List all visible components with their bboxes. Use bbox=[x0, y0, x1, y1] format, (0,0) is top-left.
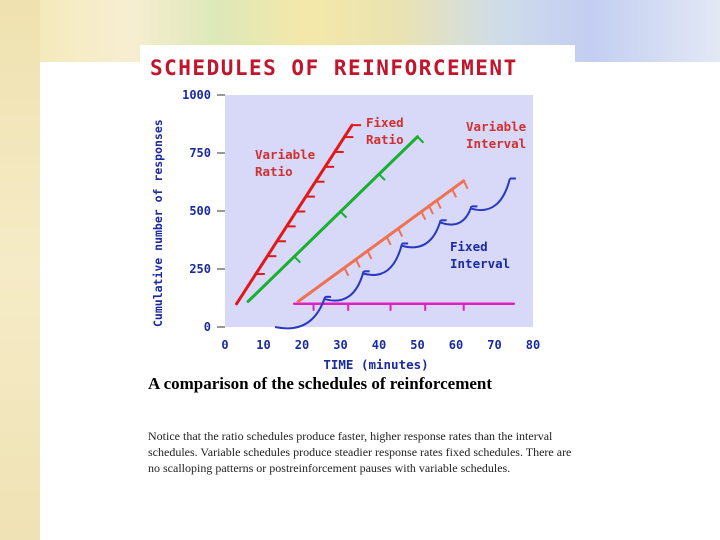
x-tick-label: 60 bbox=[449, 338, 463, 352]
variable-interval-tick bbox=[428, 205, 434, 215]
fixed-ratio-tick bbox=[339, 210, 348, 219]
reinforcement-chart: SCHEDULES OF REINFORCEMENT Cumulative nu… bbox=[150, 56, 540, 372]
notice-paragraph: Notice that the ratio schedules produce … bbox=[148, 429, 572, 475]
variable-interval-tick bbox=[366, 250, 373, 260]
fixed-interval-scallop bbox=[324, 271, 365, 302]
y-tick-label: 0 bbox=[204, 320, 211, 334]
variable-ratio-label: Ratio bbox=[255, 164, 293, 179]
fixed-ratio-label: Ratio bbox=[366, 132, 404, 147]
x-axis-label: TIME (minutes) bbox=[323, 357, 428, 372]
figure-caption: A comparison of the schedules of reinfor… bbox=[148, 374, 493, 393]
x-tick-label: 10 bbox=[256, 338, 270, 352]
y-tick-label: 250 bbox=[189, 262, 211, 276]
fixed-interval-scallop bbox=[274, 296, 327, 330]
chart-card: SCHEDULES OF REINFORCEMENT Cumulative nu… bbox=[140, 45, 575, 375]
y-tick-label: 1000 bbox=[182, 88, 211, 102]
x-tick-label: 20 bbox=[295, 338, 309, 352]
decorative-side-strip bbox=[0, 0, 40, 540]
axis-ticks: 0 250 500 750 1000 0 10 20 30 40 50 60 70 80 bbox=[182, 88, 540, 352]
variable-interval-tick bbox=[420, 211, 427, 221]
fixed-interval-label: Fixed bbox=[450, 239, 488, 254]
variable-interval-label: Variable bbox=[466, 119, 527, 134]
x-tick-label: 80 bbox=[526, 338, 540, 352]
y-tick-label: 750 bbox=[189, 146, 211, 160]
x-tick-label: 40 bbox=[372, 338, 386, 352]
fixed-interval-scallop bbox=[440, 206, 473, 226]
variable-interval-tick bbox=[343, 267, 350, 277]
x-tick-label: 30 bbox=[333, 338, 347, 352]
x-tick-label: 70 bbox=[487, 338, 501, 352]
series-labels: Variable Ratio Fixed Ratio Variable Interval F… bbox=[255, 115, 527, 271]
fixed-interval-scallop bbox=[363, 243, 404, 276]
fixed-ratio-tick bbox=[378, 173, 386, 181]
variable-interval-tick bbox=[435, 200, 442, 209]
variable-ratio-label: Variable bbox=[255, 147, 316, 162]
fixed-ratio-label: Fixed bbox=[366, 115, 404, 130]
variable-interval-tick bbox=[451, 188, 458, 198]
fixed-ratio-tick bbox=[416, 136, 425, 144]
y-axis-label: Cumulative number of responses bbox=[151, 119, 165, 327]
variable-interval-label: Interval bbox=[466, 136, 526, 151]
x-tick-label: 0 bbox=[221, 338, 228, 352]
chart-title: SCHEDULES OF REINFORCEMENT bbox=[150, 56, 518, 80]
series-group bbox=[235, 123, 516, 330]
fixed-ratio-tick bbox=[293, 255, 302, 264]
fixed-interval-scallop bbox=[401, 220, 442, 249]
variable-interval-tick bbox=[397, 228, 404, 237]
x-tick-label: 50 bbox=[410, 338, 424, 352]
variable-interval-tick bbox=[355, 258, 361, 268]
variable-interval-tick bbox=[462, 180, 469, 190]
y-tick-label: 500 bbox=[189, 204, 211, 218]
fixed-interval-scallop bbox=[471, 178, 511, 211]
variable-interval-tick bbox=[385, 236, 392, 246]
fixed-ratio-line bbox=[246, 135, 419, 303]
fixed-interval-label: Interval bbox=[450, 256, 510, 271]
